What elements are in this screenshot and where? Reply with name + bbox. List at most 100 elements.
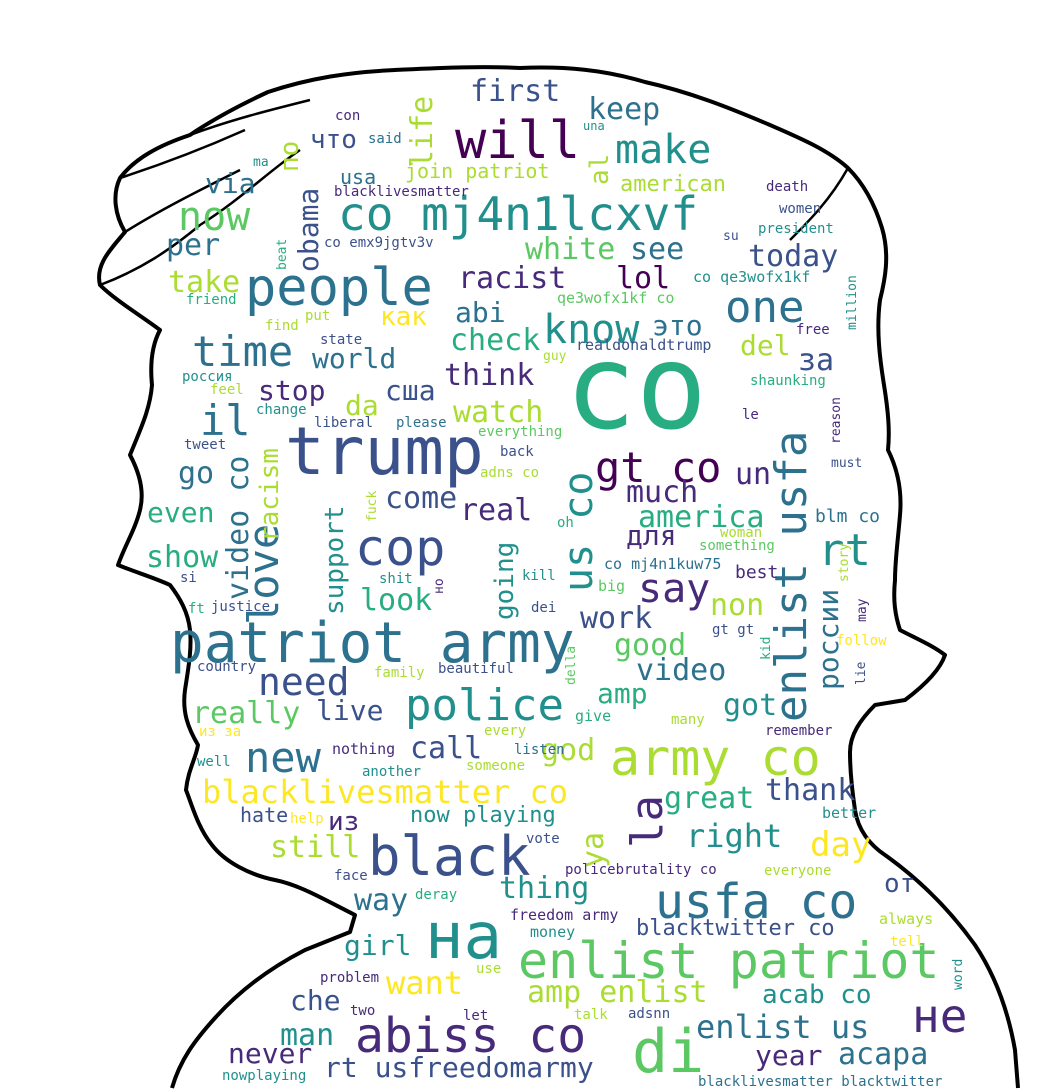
cloud-word: rt <box>818 525 871 576</box>
cloud-word: из <box>328 807 359 837</box>
cloud-word: не <box>912 989 967 1043</box>
cloud-word: oh <box>557 515 574 531</box>
cloud-word: это <box>652 309 703 342</box>
word-cloud-words: co trump people co mj4n1lcxvf will patriot ar… <box>146 74 967 1090</box>
cloud-word: co mj4n1lcxvf <box>338 187 698 241</box>
cloud-word: deray <box>415 887 457 903</box>
head-silhouette-outline <box>97 65 1020 1089</box>
cloud-word: will <box>455 111 580 171</box>
cloud-word: face <box>334 868 368 884</box>
cloud-word: one <box>725 282 804 333</box>
cloud-word: find <box>265 318 299 334</box>
cloud-word: lie <box>854 661 869 685</box>
cloud-word: real <box>460 493 532 528</box>
cloud-word: another <box>362 764 421 780</box>
cloud-word: blacklivesmatter <box>334 184 469 200</box>
cloud-word: но <box>432 578 447 594</box>
cloud-word: la <box>622 795 673 848</box>
cloud-word: beat <box>275 239 290 270</box>
cloud-word: white <box>525 232 615 267</box>
cloud-word: follow <box>836 633 887 649</box>
cloud-word: country <box>197 659 256 675</box>
cloud-word: за <box>798 343 834 378</box>
cloud-word: co mj4n1kuw75 <box>604 555 721 573</box>
cloud-word: per <box>166 228 220 263</box>
cloud-word: il <box>200 396 251 445</box>
cloud-word: girl <box>344 929 411 962</box>
cloud-word: army co <box>610 729 821 787</box>
cloud-word: american <box>620 172 726 197</box>
cloud-word: amp enlist <box>527 975 708 1010</box>
cloud-word: на <box>425 900 502 974</box>
cloud-word: non <box>710 588 764 623</box>
cloud-word: use <box>476 961 501 977</box>
cloud-word: usa <box>340 165 376 189</box>
cloud-word: never <box>228 1037 312 1070</box>
cloud-word: reason <box>829 397 844 444</box>
cloud-word: via <box>205 167 256 200</box>
cloud-word: co <box>565 318 707 456</box>
cloud-word: что <box>310 125 357 155</box>
cloud-word: year <box>755 1039 822 1072</box>
cloud-word: much <box>626 475 698 510</box>
cloud-word: talk <box>574 1007 608 1023</box>
cloud-word: usfa co <box>655 874 857 930</box>
cloud-word: world <box>312 342 396 375</box>
cloud-word: right <box>686 817 782 855</box>
cloud-word: con <box>335 108 360 124</box>
hair-scribble-outline <box>99 98 850 287</box>
cloud-word: watch <box>453 395 543 430</box>
cloud-word: new <box>245 733 322 782</box>
cloud-word: may <box>855 598 870 622</box>
cloud-word: da <box>345 389 379 422</box>
cloud-word: everyone <box>764 863 831 879</box>
cloud-word: racism <box>255 448 285 542</box>
cloud-word: free <box>796 322 830 338</box>
cloud-word: co emx9jgtv3v <box>324 235 434 251</box>
cloud-word: check <box>450 323 540 358</box>
cloud-word: le <box>742 407 759 423</box>
cloud-word: know <box>543 307 640 353</box>
cloud-word: let <box>463 1008 488 1024</box>
cloud-word: help <box>290 811 324 827</box>
cloud-word: keep <box>588 92 660 127</box>
cloud-word: police <box>405 680 564 731</box>
cloud-word: see <box>630 232 684 267</box>
cloud-word: need <box>258 660 350 704</box>
cloud-word: россии <box>812 589 845 690</box>
cloud-word: people <box>245 258 433 318</box>
cloud-word: way <box>354 883 408 918</box>
cloud-word: say <box>638 566 710 612</box>
cloud-word: россия <box>182 369 233 385</box>
cloud-word: nothing <box>332 740 395 758</box>
cloud-word: black <box>368 825 531 888</box>
cloud-word: fuck <box>365 491 380 522</box>
cloud-word: del <box>740 329 791 362</box>
cloud-word: word <box>951 959 966 990</box>
cloud-word: state <box>320 332 362 348</box>
cloud-word: think <box>444 358 534 393</box>
cloud-word: something <box>699 538 775 554</box>
cloud-word: adns co <box>480 465 539 481</box>
cloud-word: us co <box>556 472 602 592</box>
cloud-word: beautiful <box>438 661 514 677</box>
cloud-word: qe3wofx1kf co <box>557 289 674 307</box>
cloud-word: для <box>626 519 677 552</box>
cloud-word: nowplaying <box>222 1068 306 1084</box>
cloud-word: best <box>735 562 778 583</box>
cloud-word: blacklivesmatter co <box>202 773 568 811</box>
cloud-word: ma <box>253 155 269 170</box>
cloud-word: vote <box>526 831 560 847</box>
cloud-word: как <box>380 302 427 332</box>
cloud-word: going <box>490 542 520 620</box>
cloud-word: rt usfreedomarmy <box>324 1051 594 1084</box>
cloud-word: love <box>239 524 288 625</box>
cloud-word: said <box>368 131 402 147</box>
cloud-word: enlist us <box>696 1008 869 1046</box>
cloud-word: abi <box>455 296 506 329</box>
cloud-word: gt co <box>595 443 721 492</box>
cloud-word: really <box>192 696 300 731</box>
cloud-word: kill <box>522 568 556 584</box>
